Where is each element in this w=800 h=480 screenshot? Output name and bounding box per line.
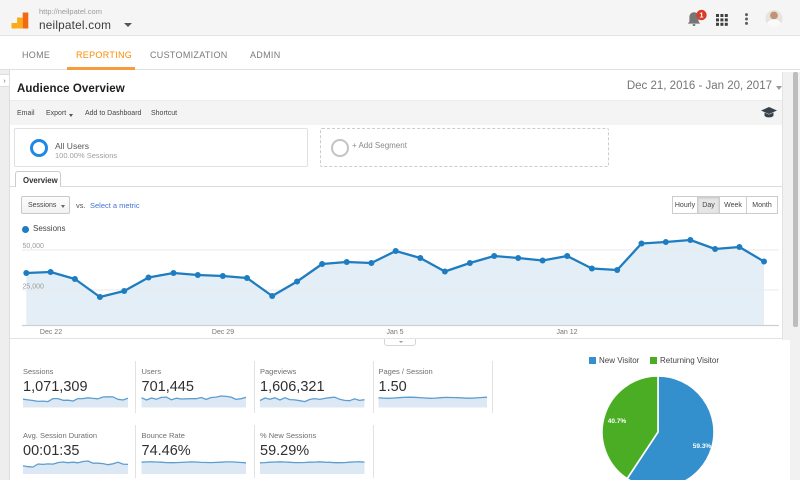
svg-text:1: 1: [699, 11, 703, 20]
svg-text:59.3%: 59.3%: [693, 443, 712, 450]
svg-text:40.7%: 40.7%: [608, 418, 627, 425]
